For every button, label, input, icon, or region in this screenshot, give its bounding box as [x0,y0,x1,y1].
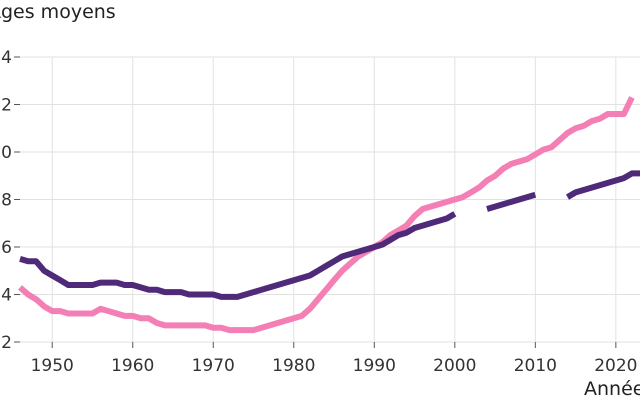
y-tick-label: 34 [0,48,12,68]
y-tick-label: 24 [0,286,12,306]
x-tick-label: 2020 [594,356,637,376]
axes: 22 24 26 28 30 32 34 1950 1960 1970 1980 1990 2000 20… [0,48,637,376]
y-tick-label: 26 [0,238,12,258]
y-tick-label: 32 [0,96,12,116]
y-tick-label: 28 [0,191,12,211]
grid-lines [20,56,640,343]
y-tick-label: 22 [0,333,12,353]
x-tick-label: 1990 [353,356,396,376]
series-line-1 [18,96,635,334]
x-tick-label: 1980 [272,356,315,376]
y-tick-label: 30 [0,143,12,163]
x-tick-label: 2010 [514,356,557,376]
x-tick-label: 2000 [433,356,476,376]
y-axis-title: Âges moyens [0,0,116,23]
x-tick-label: 1960 [111,356,154,376]
x-tick-label: 1950 [31,356,74,376]
series-line-2 [19,170,640,300]
x-tick-label: 1970 [192,356,235,376]
x-axis-title: Année [584,378,640,400]
series-lines [18,96,640,334]
